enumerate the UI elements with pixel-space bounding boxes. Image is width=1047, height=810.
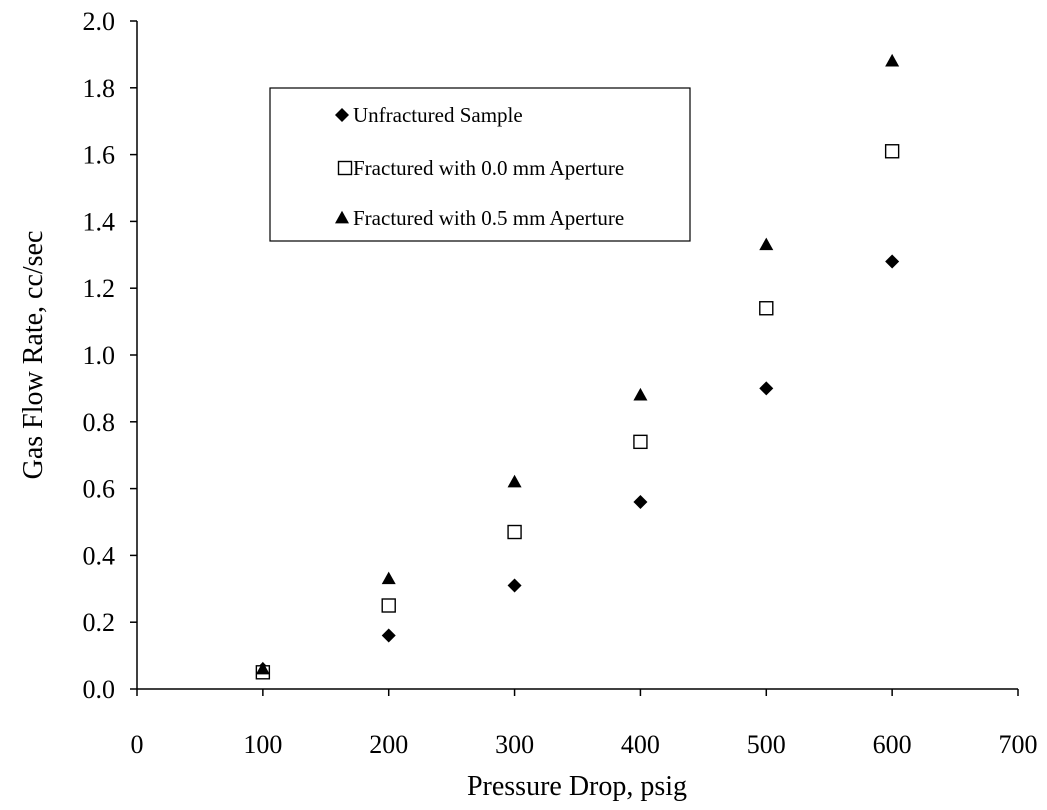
y-tick-label: 1.6 [83, 141, 116, 170]
y-tick-label: 0.2 [83, 608, 116, 637]
legend-marker-diamond [335, 108, 349, 122]
diamond-point [759, 381, 774, 396]
series-diamond [255, 254, 900, 676]
y-tick-label: 0.8 [83, 408, 116, 437]
diamond-point [381, 628, 396, 643]
x-tick-label: 600 [873, 730, 912, 759]
legend-marker-triangle [335, 210, 349, 224]
square-open-point [633, 434, 648, 450]
y-tick-label: 0.4 [83, 541, 116, 570]
y-tick-label: 0.6 [83, 475, 116, 504]
square-open-point [507, 524, 522, 540]
x-tick-label: 700 [999, 730, 1038, 759]
x-ticks: 0 100 200 300 400 500 600 700 [131, 689, 1038, 759]
triangle-point [759, 237, 774, 251]
diamond-point [633, 494, 648, 509]
y-axis-title: Gas Flow Rate, cc/sec [18, 231, 49, 480]
triangle-point [255, 661, 270, 675]
series-triangle [255, 53, 900, 675]
diamond-point [507, 578, 522, 593]
square-open-point [884, 144, 900, 159]
x-tick-label: 500 [747, 730, 786, 759]
y-tick-label: 1.2 [83, 274, 116, 303]
triangle-point [885, 53, 900, 67]
data-points [255, 53, 900, 680]
diamond-point [885, 254, 900, 269]
legend-label: Unfractured Sample [353, 103, 523, 127]
y-tick-label: 1.8 [83, 74, 116, 103]
x-axis-title: Pressure Drop, psig [467, 771, 687, 802]
y-ticks: 0.0 0.2 0.4 0.6 0.8 1.0 1.2 1.4 1.6 1.8 2.0 [83, 7, 137, 704]
y-tick-label: 1.4 [83, 207, 116, 236]
y-tick-label: 2.0 [83, 7, 116, 36]
x-tick-label: 0 [131, 730, 144, 759]
x-tick-label: 300 [495, 730, 534, 759]
square-open-point [759, 301, 774, 316]
series-square-open [255, 144, 900, 680]
legend-marker-square-open [337, 160, 353, 176]
square-open-point [381, 598, 396, 613]
x-tick-label: 400 [621, 730, 660, 759]
x-tick-label: 200 [369, 730, 408, 759]
legend-label: Fractured with 0.0 mm Aperture [353, 156, 624, 180]
triangle-point [507, 474, 522, 488]
y-tick-label: 0.0 [83, 675, 116, 704]
legend: Unfractured Sample Fractured with 0.0 mm … [269, 87, 691, 242]
legend-label: Fractured with 0.5 mm Aperture [353, 206, 624, 230]
triangle-point [381, 571, 396, 585]
triangle-point [633, 387, 648, 401]
y-tick-label: 1.0 [83, 341, 116, 370]
x-tick-label: 100 [243, 730, 282, 759]
legend-items: Unfractured Sample Fractured with 0.0 mm … [335, 103, 624, 230]
